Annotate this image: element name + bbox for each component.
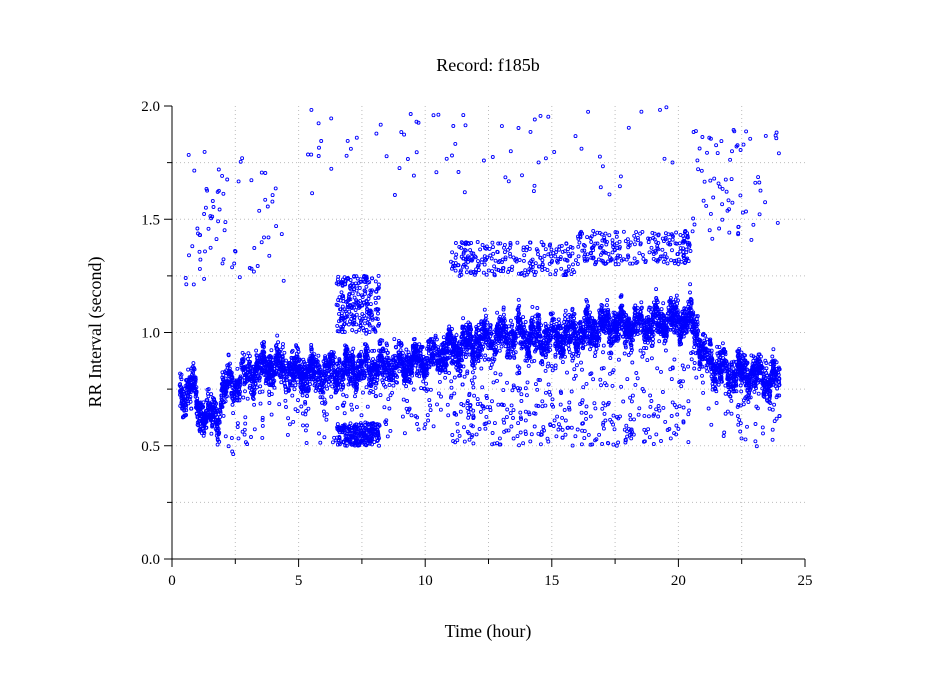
data-point: [327, 383, 330, 386]
data-point: [721, 342, 724, 345]
data-point: [414, 364, 417, 367]
data-point: [536, 307, 539, 310]
data-point: [388, 384, 391, 387]
data-point: [752, 359, 755, 362]
data-point: [471, 371, 474, 374]
data-point: [582, 323, 585, 326]
data-point: [564, 309, 567, 312]
data-point: [768, 407, 771, 410]
data-point: [283, 351, 286, 354]
data-point: [640, 301, 643, 304]
data-point: [422, 380, 425, 383]
data-point: [498, 349, 501, 352]
data-point: [281, 346, 284, 349]
data-point: [564, 314, 567, 317]
data-point: [522, 316, 525, 319]
data-point: [561, 361, 564, 364]
data-point: [270, 349, 273, 352]
chart-title: Record: f185b: [436, 55, 539, 75]
data-point: [462, 317, 465, 320]
data-point: [236, 367, 239, 370]
data-point: [524, 321, 527, 324]
data-point: [317, 354, 320, 357]
data-point: [693, 346, 696, 349]
data-point: [210, 432, 213, 435]
data-point: [247, 352, 250, 355]
data-point: [192, 362, 195, 365]
data-point: [372, 391, 375, 394]
data-point: [301, 394, 304, 397]
data-point: [354, 395, 357, 398]
data-point: [557, 318, 560, 321]
data-point: [504, 345, 507, 348]
data-point: [517, 298, 520, 301]
data-point: [771, 355, 774, 358]
data-point: [389, 394, 392, 397]
data-point: [392, 384, 395, 387]
data-point: [605, 304, 608, 307]
data-point: [282, 343, 285, 346]
data-point: [416, 367, 419, 370]
data-point: [772, 348, 775, 351]
data-point: [293, 388, 296, 391]
data-point: [652, 338, 655, 341]
data-point: [500, 345, 503, 348]
data-point: [374, 386, 377, 389]
data-point: [314, 389, 317, 392]
data-point: [483, 308, 486, 311]
data-point: [502, 313, 505, 316]
data-point: [689, 291, 692, 294]
data-point: [442, 336, 445, 339]
data-point: [517, 334, 520, 337]
data-point: [639, 327, 642, 330]
data-point: [595, 347, 598, 350]
data-point: [276, 334, 279, 337]
data-point: [365, 332, 368, 335]
data-point: [210, 393, 213, 396]
data-point: [567, 348, 570, 351]
data-point: [509, 319, 512, 322]
data-point: [183, 409, 186, 412]
data-point: [544, 322, 547, 325]
data-point: [606, 299, 609, 302]
data-point: [706, 370, 709, 373]
data-point: [455, 334, 458, 337]
data-point: [485, 314, 488, 317]
data-point: [427, 352, 430, 355]
data-point: [531, 305, 534, 308]
data-point: [689, 283, 692, 286]
data-point: [187, 368, 190, 371]
data-point: [202, 401, 205, 404]
data-point: [660, 308, 663, 311]
data-point: [425, 382, 428, 385]
data-point: [398, 370, 401, 373]
data-point: [564, 318, 567, 321]
data-point: [259, 385, 262, 388]
data-point: [662, 302, 665, 305]
data-point: [405, 348, 408, 351]
data-point: [246, 358, 249, 361]
data-point: [280, 381, 283, 384]
data-points: [178, 106, 781, 456]
data-point: [231, 403, 234, 406]
data-point: [438, 380, 441, 383]
data-point: [393, 338, 396, 341]
data-point: [342, 393, 345, 396]
data-point: [675, 294, 678, 297]
data-point: [352, 347, 355, 350]
data-point: [655, 288, 658, 291]
data-point: [351, 351, 354, 354]
data-point: [294, 384, 297, 387]
data-point: [448, 325, 451, 328]
